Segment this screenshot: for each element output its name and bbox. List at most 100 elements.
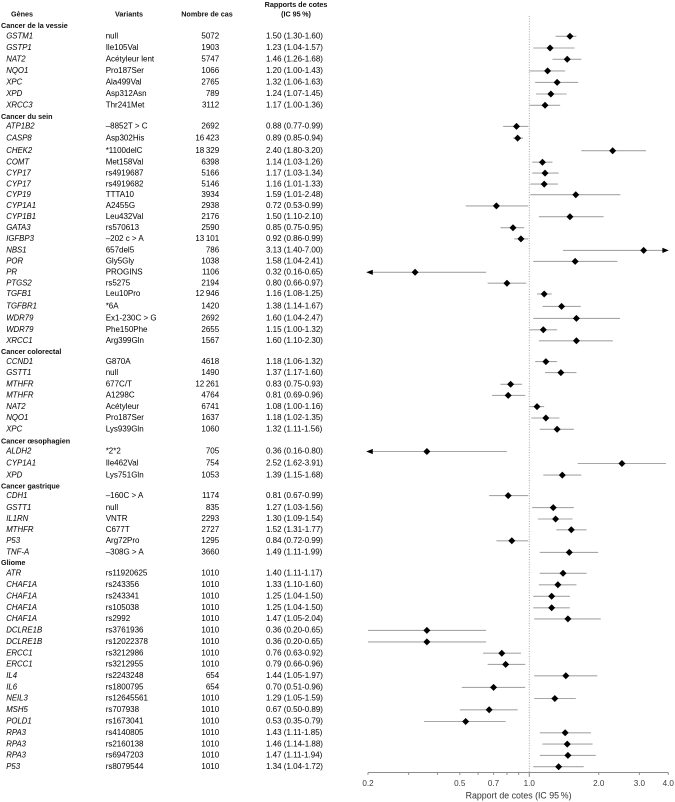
svg-text:2692: 2692	[201, 314, 219, 323]
svg-text:–308G > A: –308G > A	[106, 548, 145, 557]
svg-text:0.32 (0.16-0.65): 0.32 (0.16-0.65)	[266, 268, 323, 277]
svg-text:rs243341: rs243341	[106, 592, 140, 601]
svg-text:Nombre de cas: Nombre de cas	[181, 10, 233, 19]
svg-text:A2455G: A2455G	[106, 201, 135, 210]
svg-text:NQO1: NQO1	[6, 413, 28, 422]
svg-text:1.50 (1.30-1.60): 1.50 (1.30-1.60)	[266, 32, 323, 41]
svg-text:0.83 (0.75-0.93): 0.83 (0.75-0.93)	[266, 380, 323, 389]
svg-text:1.59 (1.01-2.48): 1.59 (1.01-2.48)	[266, 190, 323, 199]
svg-text:1010: 1010	[201, 705, 219, 714]
svg-text:0.76 (0.63-0.92): 0.76 (0.63-0.92)	[266, 648, 323, 657]
svg-text:6398: 6398	[201, 157, 219, 166]
svg-text:786: 786	[206, 246, 220, 255]
svg-text:rs4919687: rs4919687	[106, 168, 144, 177]
svg-text:0.85 (0.75-0.95): 0.85 (0.75-0.95)	[266, 223, 323, 232]
svg-text:CYP1B1: CYP1B1	[6, 212, 36, 221]
svg-text:0.89 (0.85-0.94): 0.89 (0.85-0.94)	[266, 133, 323, 142]
svg-text:null: null	[106, 503, 119, 512]
svg-text:5166: 5166	[201, 168, 219, 177]
svg-text:WDR79: WDR79	[6, 325, 34, 334]
svg-text:1.24 (1.07-1.45): 1.24 (1.07-1.45)	[266, 89, 323, 98]
svg-text:1.27 (1.03-1.56): 1.27 (1.03-1.56)	[266, 503, 323, 512]
svg-text:Gly5Gly: Gly5Gly	[106, 257, 134, 266]
svg-text:1010: 1010	[201, 717, 219, 726]
svg-text:IL6: IL6	[6, 683, 18, 692]
svg-text:NEIL3: NEIL3	[6, 694, 28, 703]
svg-text:1053: 1053	[201, 470, 219, 479]
svg-text:MSH5: MSH5	[6, 705, 28, 714]
svg-text:1010: 1010	[201, 694, 219, 703]
svg-text:COMT: COMT	[6, 157, 30, 166]
svg-text:rs4140805: rs4140805	[106, 728, 144, 737]
svg-text:TGFBR1: TGFBR1	[6, 302, 37, 311]
svg-text:3112: 3112	[202, 101, 220, 110]
svg-text:1.33 (1.10-1.60): 1.33 (1.10-1.60)	[266, 580, 323, 589]
svg-text:Acétyleur lent: Acétyleur lent	[106, 55, 155, 64]
svg-text:Pro187Ser: Pro187Ser	[106, 66, 145, 75]
svg-text:ERCC1: ERCC1	[6, 660, 32, 669]
svg-text:1.44 (1.05-1.97): 1.44 (1.05-1.97)	[266, 671, 323, 680]
svg-text:1.32 (1.11-1.56): 1.32 (1.11-1.56)	[266, 425, 323, 434]
svg-text:*6A: *6A	[106, 302, 120, 311]
svg-text:Pro187Ser: Pro187Ser	[106, 413, 145, 422]
svg-text:Asp302His: Asp302His	[106, 133, 145, 142]
svg-text:4618: 4618	[201, 357, 219, 366]
svg-text:5072: 5072	[201, 32, 219, 41]
svg-text:XPD: XPD	[5, 470, 22, 479]
svg-text:16 423: 16 423	[195, 133, 219, 142]
svg-text:1.08 (1.00-1.16): 1.08 (1.00-1.16)	[266, 402, 323, 411]
svg-text:1.25 (1.04-1.50): 1.25 (1.04-1.50)	[266, 592, 323, 601]
svg-text:1567: 1567	[201, 336, 219, 345]
svg-text:3.13 (1.40-7.00): 3.13 (1.40-7.00)	[266, 246, 323, 255]
svg-text:rs4919682: rs4919682	[106, 179, 144, 188]
svg-text:1010: 1010	[201, 614, 219, 623]
svg-text:rs105038: rs105038	[106, 603, 140, 612]
svg-text:Ala499Val: Ala499Val	[106, 78, 142, 87]
svg-text:GSTM1: GSTM1	[6, 32, 33, 41]
svg-text:Met158Val: Met158Val	[106, 157, 144, 166]
svg-text:2727: 2727	[201, 525, 219, 534]
svg-text:rs6947203: rs6947203	[106, 751, 144, 760]
svg-text:rs3212986: rs3212986	[106, 648, 144, 657]
svg-text:2655: 2655	[201, 325, 219, 334]
svg-text:2.0: 2.0	[593, 779, 605, 788]
svg-text:ATR: ATR	[5, 569, 21, 578]
svg-text:(IC 95 %): (IC 95 %)	[281, 10, 311, 19]
svg-text:Arg399Gln: Arg399Gln	[106, 336, 144, 345]
svg-text:rs1673041: rs1673041	[106, 717, 144, 726]
svg-text:1010: 1010	[201, 592, 219, 601]
svg-text:1.58 (1.04-2.41): 1.58 (1.04-2.41)	[266, 257, 323, 266]
svg-text:CHAF1A: CHAF1A	[6, 592, 37, 601]
svg-text:1.47 (1.11-1.94): 1.47 (1.11-1.94)	[266, 751, 323, 760]
svg-text:Gliome: Gliome	[1, 558, 25, 567]
svg-text:GSTT1: GSTT1	[6, 368, 31, 377]
svg-text:RPA3: RPA3	[6, 751, 26, 760]
svg-text:PROGINS: PROGINS	[106, 268, 143, 277]
svg-text:rs3761936: rs3761936	[106, 626, 144, 635]
svg-text:1066: 1066	[201, 66, 219, 75]
svg-text:ATP1B2: ATP1B2	[5, 122, 35, 131]
svg-text:Variants: Variants	[115, 10, 143, 19]
svg-text:1.15 (1.00-1.32): 1.15 (1.00-1.32)	[266, 325, 323, 334]
svg-text:1.49 (1.11-1.99): 1.49 (1.11-1.99)	[266, 548, 323, 557]
svg-text:1.23 (1.04-1.57): 1.23 (1.04-1.57)	[266, 43, 323, 52]
svg-text:DCLRE1B: DCLRE1B	[6, 626, 42, 635]
svg-text:1.40 (1.11-1.17): 1.40 (1.11-1.17)	[266, 569, 323, 578]
svg-text:PTGS2: PTGS2	[6, 278, 32, 287]
svg-text:–8852T > C: –8852T > C	[106, 122, 148, 131]
svg-text:Ex1-230C > G: Ex1-230C > G	[106, 314, 157, 323]
svg-text:12 946: 12 946	[195, 289, 219, 298]
svg-text:0.81 (0.67-0.99): 0.81 (0.67-0.99)	[266, 491, 323, 500]
svg-text:0.2: 0.2	[362, 779, 374, 788]
svg-text:13 101: 13 101	[195, 234, 219, 243]
svg-text:Lys939Gln: Lys939Gln	[106, 425, 144, 434]
svg-text:GATA3: GATA3	[6, 223, 31, 232]
svg-text:CDH1: CDH1	[6, 491, 27, 500]
svg-text:1637: 1637	[201, 413, 219, 422]
svg-text:XPD: XPD	[5, 89, 22, 98]
svg-text:0.53 (0.35-0.79): 0.53 (0.35-0.79)	[266, 717, 323, 726]
svg-text:NBS1: NBS1	[6, 246, 26, 255]
svg-text:Ile462Val: Ile462Val	[106, 459, 139, 468]
svg-text:835: 835	[206, 503, 220, 512]
svg-text:1010: 1010	[201, 762, 219, 771]
